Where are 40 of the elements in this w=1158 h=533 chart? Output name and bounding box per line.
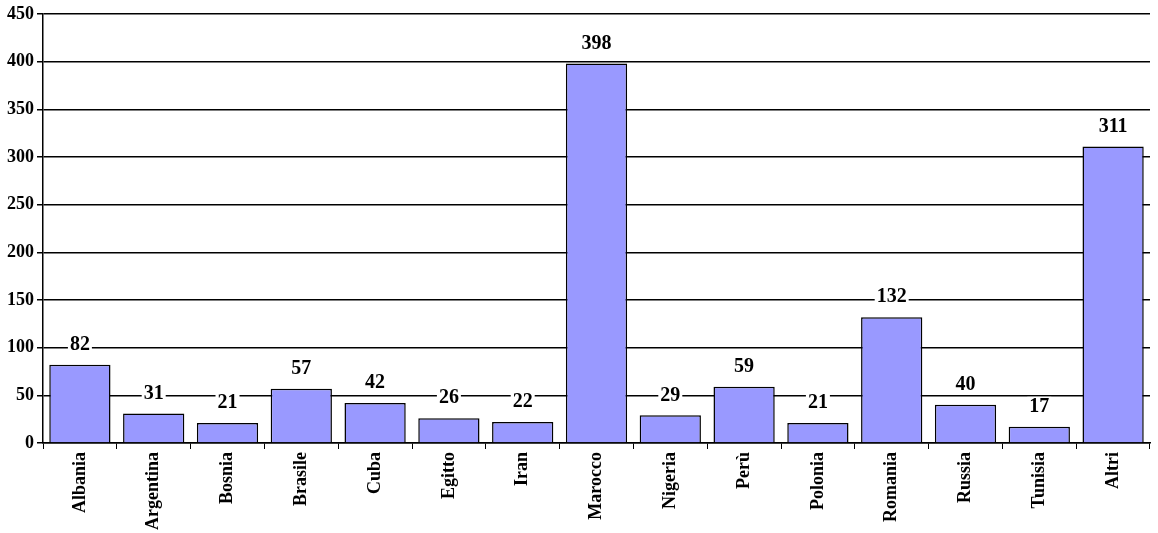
x-tick-label: Russia xyxy=(954,452,975,504)
x-tick-label: Bosnia xyxy=(216,452,237,505)
x-tick-label: Argentina xyxy=(142,452,163,531)
data-label: 132 xyxy=(876,284,907,307)
y-tick-label: 400 xyxy=(7,50,34,71)
y-tick-label: 300 xyxy=(7,145,34,166)
data-label: 29 xyxy=(660,382,681,405)
y-tick-label: 0 xyxy=(25,431,34,452)
y-tick-label: 350 xyxy=(7,97,34,118)
y-tick-label: 50 xyxy=(16,383,34,404)
data-label: 26 xyxy=(438,385,459,408)
x-tick-label: Perù xyxy=(732,452,753,489)
x-tick-label: Polonia xyxy=(806,452,827,511)
x-tick-label: Brasile xyxy=(289,452,310,507)
data-label: 40 xyxy=(955,372,976,395)
y-tick-label: 450 xyxy=(7,2,34,23)
data-label: 22 xyxy=(512,389,533,412)
x-tick-label: Iran xyxy=(511,452,532,487)
data-label: 17 xyxy=(1029,393,1050,416)
y-tick-label: 100 xyxy=(7,336,34,357)
x-tick-label: Albania xyxy=(68,452,89,514)
x-tick-label: Altri xyxy=(1101,452,1122,489)
data-label: 59 xyxy=(734,353,755,376)
y-tick-label: 200 xyxy=(7,240,34,261)
data-label: 311 xyxy=(1098,113,1128,136)
x-tick-label: Marocco xyxy=(585,452,606,520)
x-tick-label: Tunisia xyxy=(1027,452,1048,509)
x-tick-label: Egitto xyxy=(437,452,458,500)
data-label: 21 xyxy=(807,390,828,413)
x-tick-label: Nigeria xyxy=(658,452,679,509)
y-tick-label: 250 xyxy=(7,193,34,214)
data-label: 31 xyxy=(143,380,164,403)
data-label: 42 xyxy=(365,370,386,393)
data-label: 398 xyxy=(581,30,612,53)
y-tick-label: 150 xyxy=(7,288,34,309)
data-label: 57 xyxy=(291,355,312,378)
x-tick-label: Romania xyxy=(880,452,901,523)
x-tick-label: Cuba xyxy=(363,452,384,495)
data-label: 21 xyxy=(217,390,238,413)
data-label: 82 xyxy=(69,332,90,354)
